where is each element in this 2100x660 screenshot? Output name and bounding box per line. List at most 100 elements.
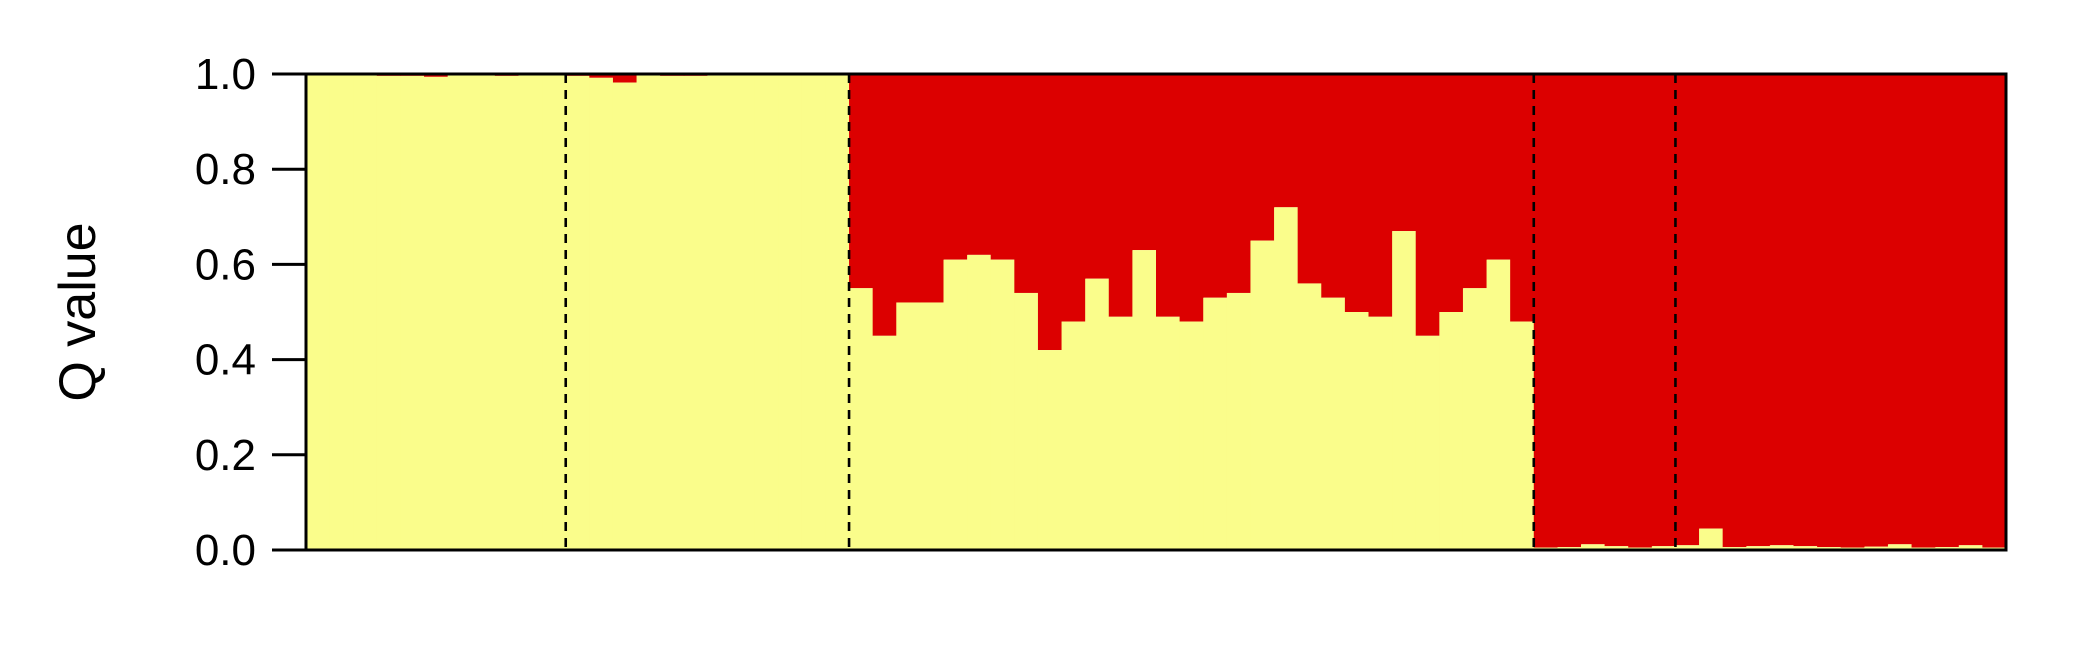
bar-lower-36 [1132, 250, 1157, 550]
bar-upper-39 [1203, 74, 1228, 298]
bar-upper-54 [1557, 74, 1582, 548]
bar-lower-23 [825, 75, 850, 550]
bar-upper-44 [1321, 74, 1346, 298]
bar-lower-42 [1274, 207, 1299, 550]
bar-lower-68 [1887, 544, 1913, 550]
bar-upper-49 [1439, 74, 1464, 312]
bar-lower-55 [1581, 544, 1606, 550]
bar-lower-12 [565, 75, 590, 551]
bar-lower-14 [612, 82, 638, 551]
bar-lower-43 [1297, 283, 1322, 550]
bar-lower-63 [1769, 545, 1795, 550]
y-tick-label-0: 0.0 [195, 526, 256, 575]
bar-upper-46 [1368, 74, 1393, 317]
bar-lower-17 [683, 75, 708, 551]
bar-lower-44 [1321, 297, 1346, 550]
bar-upper-62 [1746, 74, 1771, 547]
bar-upper-42 [1274, 74, 1299, 208]
bar-lower-26 [896, 302, 921, 550]
bar-lower-56 [1604, 546, 1629, 550]
bar-lower-22 [801, 74, 827, 551]
bar-lower-67 [1864, 546, 1889, 550]
bar-upper-27 [919, 74, 945, 303]
bar-lower-15 [636, 75, 661, 550]
bar-upper-69 [1911, 74, 1936, 548]
bar-lower-32 [1037, 350, 1063, 550]
bar-upper-55 [1581, 74, 1606, 545]
bar-upper-70 [1935, 74, 1960, 548]
y-tick-label-5: 1.0 [195, 50, 256, 99]
bar-upper-25 [872, 74, 897, 336]
bar-lower-39 [1203, 297, 1228, 550]
bar-upper-50 [1462, 74, 1488, 289]
bar-lower-60 [1699, 528, 1724, 550]
bar-upper-60 [1699, 74, 1724, 529]
bar-lower-20 [754, 74, 779, 551]
bar-lower-10 [518, 75, 543, 550]
bar-lower-59 [1675, 545, 1700, 550]
bar-upper-57 [1628, 74, 1653, 548]
y-axis: 0.0 0.2 0.4 0.6 0.8 1.0 [195, 50, 306, 575]
bar-upper-29 [967, 74, 992, 255]
bar-lower-58 [1651, 546, 1677, 550]
bar-lower-9 [494, 75, 520, 551]
plot-frame [304, 72, 2008, 552]
bar-lower-31 [1014, 292, 1039, 550]
bar-lower-3 [353, 75, 378, 550]
bar-lower-27 [919, 302, 945, 550]
bar-lower-34 [1085, 278, 1110, 550]
bar-upper-30 [990, 74, 1015, 260]
bar-lower-37 [1156, 316, 1181, 550]
bar-lower-28 [943, 259, 968, 550]
bar-lower-19 [731, 75, 756, 550]
bar-lower-2 [329, 74, 354, 551]
bar-lower-71 [1958, 545, 1983, 550]
bar-lower-41 [1250, 240, 1275, 550]
bar-upper-35 [1108, 74, 1133, 317]
bar-lower-16 [660, 75, 685, 551]
bar-upper-43 [1297, 74, 1322, 284]
y-axis-title: Q value [49, 222, 107, 401]
bar-lower-49 [1439, 312, 1464, 550]
bar-lower-25 [872, 335, 897, 550]
y-tick-label-1: 0.2 [195, 431, 256, 480]
bar-upper-33 [1061, 74, 1086, 322]
bar-lower-4 [376, 75, 402, 551]
bar-lower-8 [471, 75, 496, 550]
bar-lower-35 [1108, 316, 1133, 550]
bar-upper-58 [1651, 74, 1677, 547]
bar-lower-29 [967, 254, 992, 550]
bar-lower-51 [1486, 259, 1511, 550]
bars-layer [306, 74, 2007, 551]
bar-upper-53 [1533, 74, 1558, 548]
bar-upper-66 [1840, 74, 1865, 548]
bar-upper-28 [943, 74, 968, 260]
bar-upper-40 [1226, 74, 1252, 293]
bar-lower-11 [542, 74, 567, 551]
bar-upper-47 [1392, 74, 1417, 232]
bar-upper-36 [1132, 74, 1157, 251]
bar-upper-34 [1085, 74, 1110, 279]
bar-upper-51 [1486, 74, 1511, 260]
bar-lower-5 [400, 75, 425, 551]
bar-lower-50 [1462, 288, 1488, 550]
bar-upper-72 [1982, 74, 2007, 548]
bar-lower-46 [1368, 316, 1393, 550]
bar-upper-26 [896, 74, 921, 303]
bar-upper-14 [612, 74, 638, 83]
bar-upper-68 [1887, 74, 1913, 545]
bar-lower-40 [1226, 292, 1252, 550]
bar-upper-48 [1415, 74, 1440, 336]
bar-lower-52 [1510, 321, 1535, 550]
bar-lower-18 [707, 74, 732, 551]
bar-lower-64 [1793, 546, 1818, 550]
bar-upper-45 [1344, 74, 1370, 312]
bar-lower-38 [1179, 321, 1204, 550]
bar-upper-13 [589, 74, 614, 78]
bar-lower-7 [447, 75, 472, 550]
bar-lower-30 [990, 259, 1015, 550]
bar-lower-21 [778, 74, 803, 551]
bar-upper-37 [1156, 74, 1181, 317]
bar-upper-32 [1037, 74, 1063, 351]
bar-upper-24 [849, 74, 874, 289]
